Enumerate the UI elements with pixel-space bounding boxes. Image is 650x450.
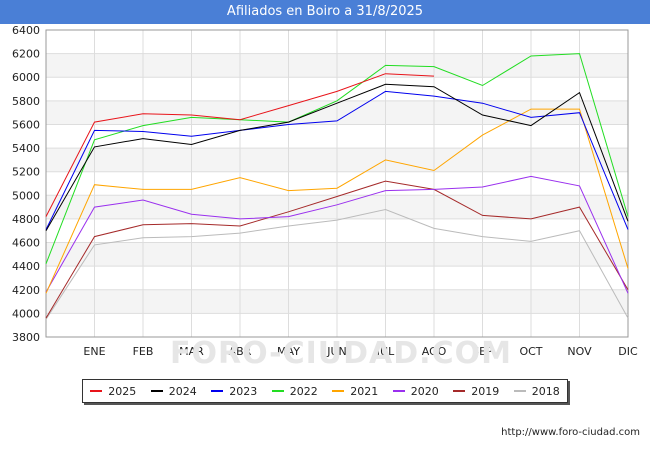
series-line-2025	[45, 73, 435, 217]
legend-item-2021: 2021	[332, 385, 378, 398]
legend-label: 2018	[531, 384, 560, 398]
y-tick-label: 6200	[12, 48, 40, 61]
y-tick-label: 4800	[12, 213, 40, 226]
x-tick-label: DIC	[618, 345, 638, 358]
x-tick-label: OCT	[519, 345, 542, 358]
y-tick-label: 4400	[12, 260, 40, 273]
watermark-text: FORO-CIUDAD.COM	[170, 336, 512, 371]
legend-item-2018: 2018	[513, 384, 560, 398]
series-line-2020	[45, 175, 629, 294]
y-tick-label: 5000	[12, 189, 40, 202]
y-tick-label: 5600	[12, 118, 40, 131]
legend-swatch	[513, 390, 526, 392]
y-tick-label: 4600	[12, 237, 40, 250]
x-tick-label: ENE	[83, 345, 105, 358]
series-line-2018	[45, 208, 629, 320]
legend-label: 2023	[229, 384, 258, 398]
y-tick-label: 6000	[12, 71, 40, 84]
legend-swatch	[90, 390, 103, 392]
series-line-2021	[45, 108, 629, 294]
y-tick-label: 5800	[12, 95, 40, 108]
x-tick-label: MAR	[179, 345, 204, 358]
legend-item-2023: 2023	[211, 385, 257, 398]
x-tick-label: FEB	[133, 345, 154, 358]
x-tick-label: JUL	[376, 345, 395, 358]
y-tick-label: 6400	[12, 24, 40, 37]
plot-border	[45, 29, 629, 338]
y-tick-label: 5400	[12, 142, 40, 155]
legend-swatch	[211, 390, 224, 392]
legend-item-2019: 2019	[453, 385, 499, 398]
x-tick-label: SEP	[472, 345, 493, 358]
y-tick-label: 4200	[12, 284, 40, 297]
legend-swatch	[453, 390, 466, 392]
series-line-2022	[45, 53, 629, 264]
legend-item-2022: 2022	[271, 384, 318, 398]
legend-label: 2019	[471, 384, 500, 398]
legend-label: 2020	[410, 384, 439, 398]
series-line-2023	[45, 90, 629, 230]
x-tick-label: AGO	[422, 345, 447, 358]
legend-swatch	[332, 390, 345, 392]
x-tick-label: NOV	[567, 345, 592, 358]
x-tick-label: JUN	[326, 345, 347, 358]
legend-swatch	[271, 390, 284, 392]
y-tick-label: 3800	[12, 331, 40, 344]
legend-label: 2024	[168, 384, 197, 398]
x-tick-label: MAY	[277, 345, 300, 358]
legend-item-2020: 2020	[392, 384, 439, 398]
legend-swatch	[150, 390, 163, 392]
source-url: http://www.foro-ciudad.com	[501, 427, 640, 438]
chart-legend: 2025 2024 2023 2022 2021 2020 2019 2018	[82, 379, 568, 403]
legend-label: 2021	[350, 384, 379, 398]
legend-item-2024: 2024	[150, 384, 197, 398]
legend-label: 2022	[289, 384, 318, 398]
series-line-2019	[45, 180, 629, 319]
legend-swatch	[392, 390, 405, 392]
y-tick-label: 4000	[12, 307, 40, 320]
series-line-2024	[45, 83, 629, 231]
y-tick-label: 5200	[12, 166, 40, 179]
chart-title: Afiliados en Boiro a 31/8/2025	[0, 0, 650, 24]
legend-item-2025: 2025	[90, 385, 136, 398]
x-tick-label: ABR	[229, 345, 252, 358]
legend-label: 2025	[108, 384, 137, 398]
